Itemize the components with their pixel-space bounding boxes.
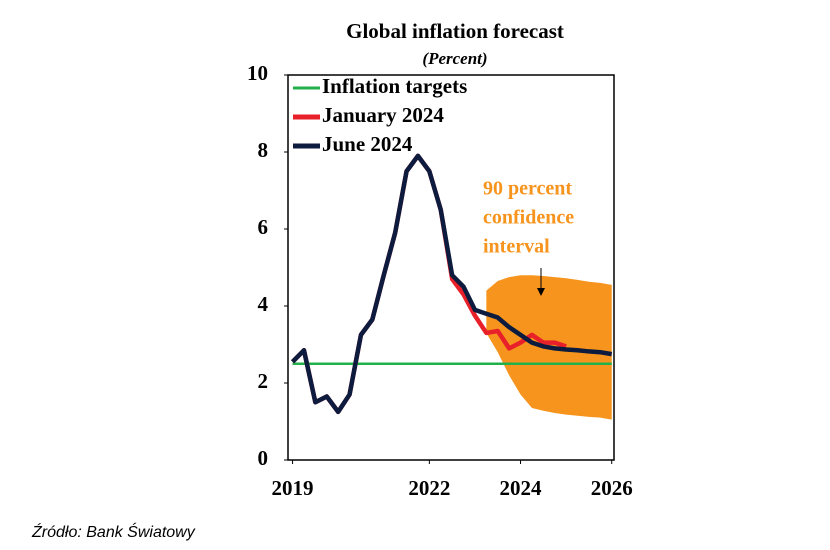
y-tick-label: 8 — [258, 138, 269, 162]
band-label: confidence — [483, 207, 574, 229]
x-tick-label: 2026 — [591, 476, 633, 500]
chart-title: Global inflation forecast — [346, 19, 564, 43]
y-tick-label: 2 — [258, 369, 269, 393]
y-tick-label: 0 — [258, 446, 269, 470]
y-tick-label: 4 — [258, 292, 269, 316]
x-tick-label: 2019 — [272, 476, 314, 500]
band-arrowhead — [537, 288, 545, 296]
x-tick-label: 2024 — [500, 476, 543, 500]
legend-label: Inflation targets — [322, 74, 467, 98]
legend-label: June 2024 — [322, 132, 413, 156]
x-tick-label: 2022 — [408, 476, 450, 500]
legend-label: January 2024 — [322, 103, 444, 127]
band-label: interval — [483, 236, 550, 258]
source-note: Źródło: Bank Światowy — [31, 522, 196, 541]
series-line — [290, 153, 613, 415]
chart-subtitle: (Percent) — [422, 49, 487, 68]
plot-frame — [287, 74, 615, 461]
y-tick-label: 6 — [258, 215, 269, 239]
band-label: 90 percent — [483, 178, 572, 200]
y-tick-label: 10 — [247, 61, 268, 85]
